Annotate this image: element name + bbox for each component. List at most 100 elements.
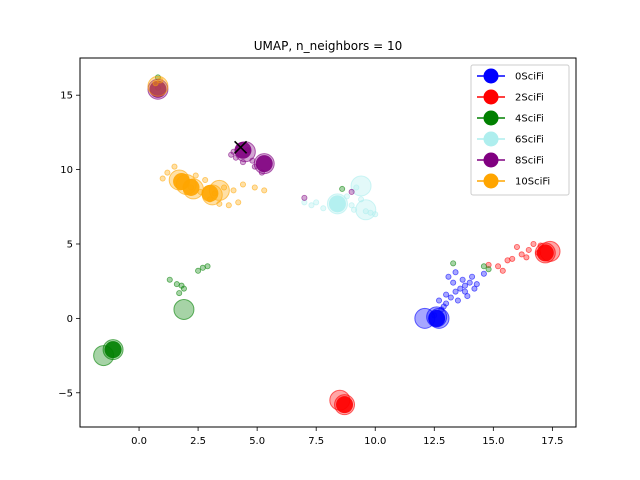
- point-small-0-5: [457, 285, 464, 292]
- point-small-3-10: [301, 199, 308, 206]
- y-tick-label-3: 10: [60, 165, 73, 176]
- legend-entry-4: 8SciFi: [477, 152, 544, 168]
- point-marker-5-1: [182, 178, 200, 196]
- legend-marker-2: [483, 110, 499, 126]
- point-small-5-0: [164, 169, 171, 176]
- points-layer: [93, 74, 561, 416]
- legend-label-5: 10SciFi: [515, 177, 550, 188]
- x-tick-label-1: 2.5: [190, 436, 206, 447]
- point-small-5-8: [221, 184, 228, 191]
- x-tick-label-3: 7.5: [308, 436, 324, 447]
- point-small-3-4: [353, 184, 360, 191]
- point-small-5-13: [202, 177, 209, 184]
- point-small-3-0: [308, 202, 315, 209]
- point-small-5-7: [235, 199, 242, 206]
- legend-label-4: 8SciFi: [515, 156, 544, 167]
- point-small-2-7: [178, 282, 185, 289]
- legend-label-3: 6SciFi: [515, 135, 544, 146]
- series-2: [93, 74, 492, 367]
- point-small-1-10: [523, 254, 530, 261]
- point-small-5-16: [192, 172, 199, 179]
- point-small-0-15: [469, 273, 476, 280]
- legend-label-1: 2SciFi: [515, 93, 544, 104]
- point-marker-1-1: [336, 396, 354, 414]
- legend-box: [470, 64, 570, 196]
- legend-label-0: 0SciFi: [515, 72, 544, 83]
- legend-entry-3: 6SciFi: [477, 131, 544, 147]
- x-axis: 0.0 2.5 5.0 7.5 10.0 12.5 15.0 17.5: [131, 427, 564, 447]
- point-small-5-6: [225, 202, 232, 209]
- point-small-0-12: [443, 291, 450, 298]
- legend-entry-0: 0SciFi: [477, 68, 544, 84]
- legend-marker-0: [483, 68, 499, 84]
- point-small-0-19: [473, 281, 480, 288]
- point-small-2-12: [339, 185, 346, 192]
- x-tick-label-4: 10.0: [364, 436, 386, 447]
- point-marker-1-0: [536, 244, 554, 262]
- point-large-3-2: [355, 199, 377, 221]
- legend-marker-5: [483, 173, 499, 189]
- point-small-2-10: [485, 266, 492, 273]
- point-small-1-5: [530, 240, 537, 247]
- point-small-5-9: [230, 187, 237, 194]
- point-marker-0-0: [428, 309, 446, 327]
- point-small-0-6: [461, 282, 468, 289]
- series-5: [147, 75, 268, 209]
- point-small-1-1: [499, 267, 506, 274]
- x-tick-label-5: 12.5: [423, 436, 445, 447]
- point-small-4-9: [348, 188, 355, 195]
- point-large-2-0: [173, 298, 195, 320]
- y-tick-label-4: 15: [60, 91, 73, 102]
- point-small-5-15: [159, 175, 166, 182]
- annotations-layer: [234, 140, 248, 154]
- x-tick-label-6: 15.0: [482, 436, 504, 447]
- point-small-2-3: [176, 290, 183, 297]
- series-1: [329, 240, 561, 416]
- legend-entry-2: 4SciFi: [477, 110, 544, 126]
- y-tick-label-0: −5: [58, 388, 73, 399]
- legend-entry-1: 2SciFi: [477, 89, 544, 105]
- point-small-2-9: [480, 263, 487, 270]
- series-0: [414, 269, 487, 329]
- x-marker-0: [234, 140, 248, 154]
- chart-title: UMAP, n_neighbors = 10: [254, 39, 402, 53]
- point-small-5-11: [251, 184, 258, 191]
- x-tick-label-2: 5.0: [249, 436, 265, 447]
- point-small-1-7: [513, 243, 520, 250]
- point-small-0-16: [450, 279, 457, 286]
- point-small-3-2: [320, 205, 327, 212]
- point-small-4-8: [301, 194, 308, 201]
- point-small-0-7: [466, 279, 473, 286]
- point-large-5-5: [147, 75, 169, 97]
- point-large-3-1: [350, 175, 372, 197]
- point-small-1-4: [525, 246, 532, 253]
- y-tick-label-2: 5: [67, 239, 73, 250]
- point-small-0-3: [447, 294, 454, 301]
- point-small-0-18: [454, 297, 461, 304]
- point-small-5-18: [157, 77, 164, 84]
- series-3: [301, 175, 379, 221]
- point-small-0-11: [471, 285, 478, 292]
- x-tick-label-0: 0.0: [131, 436, 147, 447]
- point-small-0-21: [461, 288, 468, 295]
- point-marker-3-0: [328, 195, 346, 213]
- point-small-5-12: [261, 187, 268, 194]
- point-small-0-20: [480, 270, 487, 277]
- point-small-0-9: [452, 269, 459, 276]
- point-small-0-13: [436, 297, 443, 304]
- y-tick-label-1: 0: [67, 314, 73, 325]
- y-axis: −5 0 5 10 15: [58, 91, 80, 399]
- point-small-2-0: [166, 276, 173, 283]
- point-small-0-8: [445, 273, 452, 280]
- point-small-3-3: [348, 202, 355, 209]
- point-small-0-14: [464, 293, 471, 300]
- point-small-1-3: [518, 251, 525, 258]
- point-small-5-10: [239, 181, 246, 188]
- point-small-5-1: [171, 163, 178, 170]
- point-small-0-10: [459, 276, 466, 283]
- point-marker-4-1: [255, 155, 273, 173]
- point-small-2-6: [204, 263, 211, 270]
- legend-marker-3: [483, 131, 499, 147]
- point-small-0-4: [452, 288, 459, 295]
- point-marker-2-0: [104, 341, 122, 359]
